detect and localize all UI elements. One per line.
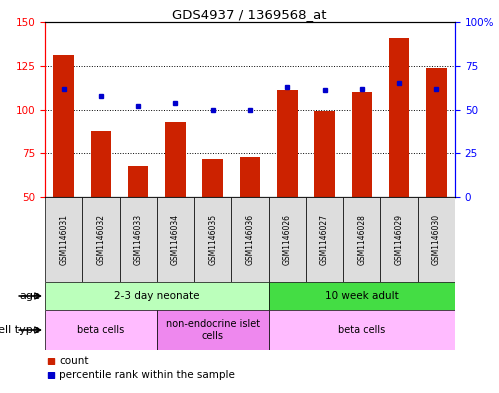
Bar: [194, 197, 232, 282]
Text: GSM1146031: GSM1146031: [59, 214, 68, 265]
Bar: [157, 197, 194, 282]
Bar: [165, 122, 186, 197]
Bar: [232, 197, 268, 282]
Bar: [277, 90, 297, 197]
Bar: [45, 282, 268, 310]
Bar: [343, 197, 380, 282]
Bar: [53, 55, 74, 197]
Text: GSM1146036: GSM1146036: [246, 214, 254, 265]
Bar: [157, 310, 268, 350]
Bar: [82, 197, 120, 282]
Text: age: age: [19, 291, 40, 301]
Text: count: count: [59, 356, 89, 366]
Bar: [45, 310, 157, 350]
Text: GSM1146033: GSM1146033: [134, 214, 143, 265]
Bar: [268, 282, 455, 310]
Text: GSM1146032: GSM1146032: [96, 214, 105, 265]
Bar: [268, 310, 455, 350]
Text: GDS4937 / 1369568_at: GDS4937 / 1369568_at: [172, 9, 327, 22]
Bar: [389, 38, 409, 197]
Text: GSM1146030: GSM1146030: [432, 214, 441, 265]
Bar: [380, 197, 418, 282]
Bar: [306, 197, 343, 282]
Bar: [45, 197, 82, 282]
Bar: [240, 157, 260, 197]
Bar: [128, 165, 148, 197]
Bar: [418, 197, 455, 282]
Bar: [120, 197, 157, 282]
Text: beta cells: beta cells: [338, 325, 385, 335]
Text: beta cells: beta cells: [77, 325, 125, 335]
Text: non-endocrine islet
cells: non-endocrine islet cells: [166, 319, 260, 341]
Text: GSM1146028: GSM1146028: [357, 214, 366, 265]
Bar: [91, 130, 111, 197]
Text: GSM1146034: GSM1146034: [171, 214, 180, 265]
Text: percentile rank within the sample: percentile rank within the sample: [59, 370, 236, 380]
Bar: [314, 111, 335, 197]
Text: GSM1146035: GSM1146035: [208, 214, 217, 265]
Text: GSM1146026: GSM1146026: [283, 214, 292, 265]
Text: GSM1146027: GSM1146027: [320, 214, 329, 265]
Bar: [268, 197, 306, 282]
Text: GSM1146029: GSM1146029: [395, 214, 404, 265]
Text: 10 week adult: 10 week adult: [325, 291, 399, 301]
Text: cell type: cell type: [0, 325, 40, 335]
Bar: [352, 92, 372, 197]
Bar: [203, 158, 223, 197]
Bar: [426, 68, 447, 197]
Text: 2-3 day neonate: 2-3 day neonate: [114, 291, 200, 301]
